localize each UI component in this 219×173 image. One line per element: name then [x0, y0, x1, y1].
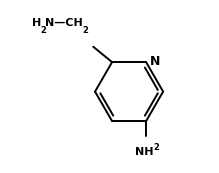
Text: 2: 2 [82, 26, 88, 35]
Text: N—CH: N—CH [45, 18, 83, 28]
Text: N: N [150, 55, 161, 68]
Text: NH: NH [135, 147, 154, 157]
Text: H: H [32, 18, 41, 28]
Text: 2: 2 [154, 143, 160, 152]
Text: 2: 2 [40, 26, 46, 35]
